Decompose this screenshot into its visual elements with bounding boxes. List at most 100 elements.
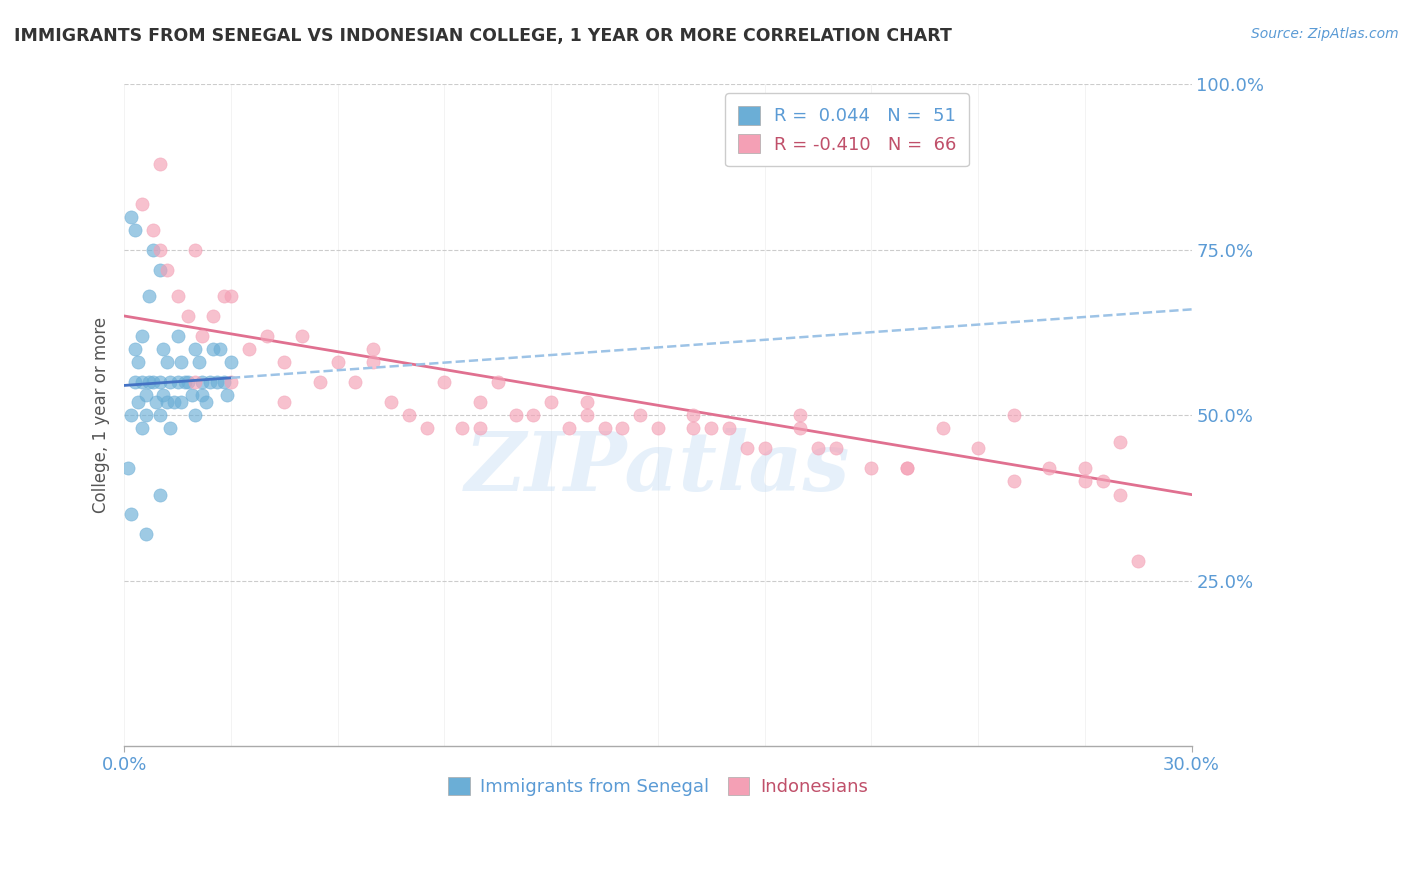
Point	[177, 309, 200, 323]
Point	[1038, 461, 1060, 475]
Point	[149, 262, 172, 277]
Point	[184, 243, 207, 257]
Point	[1074, 475, 1097, 489]
Point	[198, 375, 221, 389]
Point	[468, 421, 491, 435]
Point	[205, 375, 228, 389]
Point	[1109, 487, 1132, 501]
Point	[120, 408, 142, 422]
Point	[163, 395, 186, 409]
Point	[152, 388, 174, 402]
Point	[217, 388, 239, 402]
Point	[120, 508, 142, 522]
Point	[124, 342, 146, 356]
Point	[191, 328, 214, 343]
Point	[159, 375, 181, 389]
Point	[156, 262, 179, 277]
Point	[522, 408, 544, 422]
Point	[166, 289, 188, 303]
Point	[1002, 408, 1025, 422]
Point	[173, 375, 195, 389]
Point	[149, 487, 172, 501]
Point	[1074, 461, 1097, 475]
Point	[131, 196, 153, 211]
Point	[149, 375, 172, 389]
Point	[152, 342, 174, 356]
Point	[219, 355, 242, 369]
Point	[754, 442, 776, 456]
Point	[256, 328, 278, 343]
Point	[117, 461, 139, 475]
Point	[361, 355, 384, 369]
Point	[789, 408, 811, 422]
Point	[212, 375, 235, 389]
Point	[700, 421, 723, 435]
Point	[415, 421, 437, 435]
Point	[273, 395, 295, 409]
Point	[127, 355, 149, 369]
Point	[433, 375, 456, 389]
Point	[166, 328, 188, 343]
Point	[138, 289, 160, 303]
Point	[807, 442, 830, 456]
Text: IMMIGRANTS FROM SENEGAL VS INDONESIAN COLLEGE, 1 YEAR OR MORE CORRELATION CHART: IMMIGRANTS FROM SENEGAL VS INDONESIAN CO…	[14, 27, 952, 45]
Point	[135, 388, 157, 402]
Point	[131, 421, 153, 435]
Point	[238, 342, 260, 356]
Point	[860, 461, 883, 475]
Y-axis label: College, 1 year or more: College, 1 year or more	[93, 318, 110, 513]
Point	[159, 421, 181, 435]
Point	[824, 442, 846, 456]
Text: ZIPatlas: ZIPatlas	[465, 428, 851, 508]
Point	[612, 421, 634, 435]
Point	[138, 375, 160, 389]
Point	[184, 375, 207, 389]
Point	[166, 375, 188, 389]
Point	[219, 375, 242, 389]
Point	[149, 157, 172, 171]
Point	[1128, 554, 1150, 568]
Point	[505, 408, 527, 422]
Point	[380, 395, 402, 409]
Point	[468, 395, 491, 409]
Point	[191, 375, 214, 389]
Point	[124, 375, 146, 389]
Point	[896, 461, 918, 475]
Point	[326, 355, 349, 369]
Point	[291, 328, 314, 343]
Point	[540, 395, 562, 409]
Point	[180, 388, 202, 402]
Point	[451, 421, 474, 435]
Point	[219, 289, 242, 303]
Point	[177, 375, 200, 389]
Point	[131, 375, 153, 389]
Point	[212, 289, 235, 303]
Point	[1091, 475, 1114, 489]
Point	[718, 421, 741, 435]
Point	[156, 395, 179, 409]
Text: Source: ZipAtlas.com: Source: ZipAtlas.com	[1251, 27, 1399, 41]
Point	[184, 408, 207, 422]
Point	[593, 421, 616, 435]
Point	[149, 243, 172, 257]
Point	[135, 527, 157, 541]
Point	[156, 355, 179, 369]
Point	[896, 461, 918, 475]
Point	[1002, 475, 1025, 489]
Point	[682, 408, 704, 422]
Point	[209, 342, 232, 356]
Point	[135, 408, 157, 422]
Point	[191, 388, 214, 402]
Legend: Immigrants from Senegal, Indonesians: Immigrants from Senegal, Indonesians	[440, 769, 875, 803]
Point	[344, 375, 367, 389]
Point	[202, 342, 225, 356]
Point	[309, 375, 332, 389]
Point	[735, 442, 758, 456]
Point	[149, 408, 172, 422]
Point	[558, 421, 581, 435]
Point	[145, 395, 167, 409]
Point	[931, 421, 953, 435]
Point	[486, 375, 509, 389]
Point	[361, 342, 384, 356]
Point	[127, 395, 149, 409]
